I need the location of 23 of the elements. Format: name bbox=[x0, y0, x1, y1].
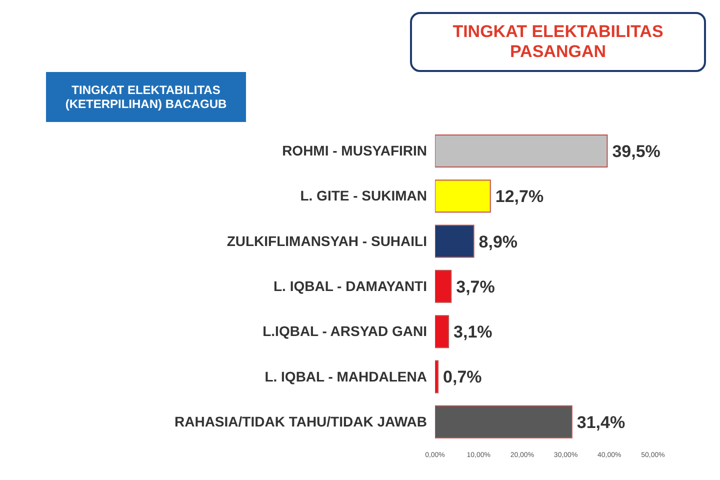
y-tick-label: ROHMI - MUSYAFIRIN bbox=[282, 142, 427, 159]
y-tick-label: ZULKIFLIMANSYAH - SUHAILI bbox=[226, 232, 427, 249]
y-tick-label: L. GITE - SUKIMAN bbox=[300, 188, 427, 204]
bar bbox=[435, 180, 491, 213]
bar bbox=[435, 134, 608, 168]
bar bbox=[435, 360, 439, 394]
bar bbox=[435, 315, 450, 348]
y-tick-label: L.IQBAL - ARSYAD GANI bbox=[262, 323, 427, 340]
data-label: 12,7% bbox=[495, 187, 544, 206]
bar bbox=[435, 270, 452, 303]
bar bbox=[435, 224, 474, 258]
data-label: 3,7% bbox=[456, 277, 495, 296]
data-label: 31,4% bbox=[576, 412, 626, 432]
data-label: 8,9% bbox=[478, 232, 518, 252]
data-label: 0,7% bbox=[443, 368, 482, 387]
chart-title: TINGKAT ELEKTABILITAS PASANGAN bbox=[410, 12, 706, 72]
bar bbox=[435, 405, 572, 438]
y-tick-label: RAHASIA/TIDAK TAHU/TIDAK JAWAB bbox=[174, 413, 427, 430]
y-tick-label: L. IQBAL - MAHDALENA bbox=[264, 368, 427, 384]
y-tick-label: L. IQBAL - DAMAYANTI bbox=[274, 278, 427, 294]
data-label: 39,5% bbox=[612, 142, 660, 161]
data-label: 3,1% bbox=[454, 322, 492, 342]
text: TINGKAT ELEKTABILITAS (KETERPILIHAN) BACAGUB bbox=[46, 72, 246, 122]
